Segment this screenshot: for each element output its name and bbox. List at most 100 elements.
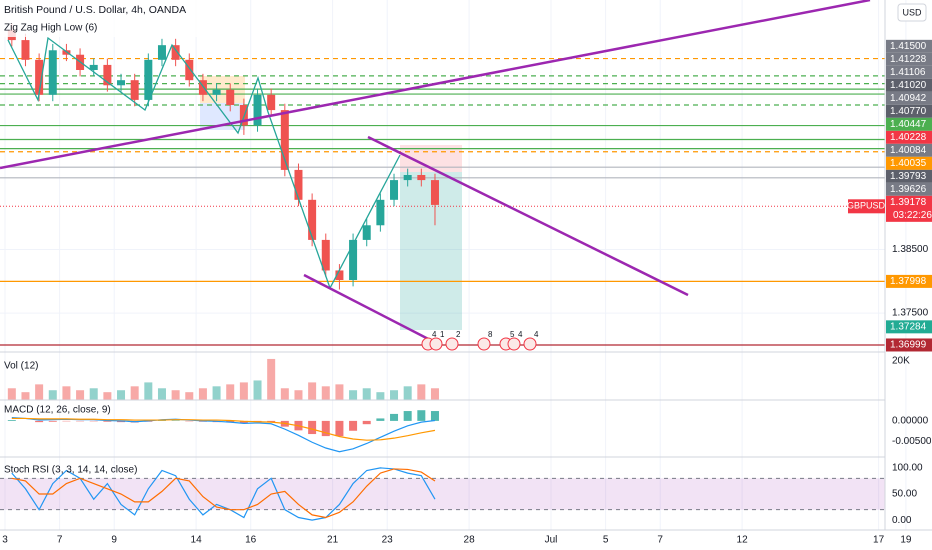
price-label-box	[886, 91, 932, 105]
candle-body	[308, 199, 317, 240]
pane-title: Vol (12)	[4, 361, 38, 372]
y-tick-label: 1.38500	[892, 244, 929, 255]
volume-bar	[403, 386, 412, 400]
price-label: 1.36999	[890, 340, 927, 351]
y-tick-label: 0.00	[892, 515, 912, 526]
price-label: 1.40770	[890, 106, 927, 117]
macd-histogram	[376, 418, 385, 421]
x-tick-label: 7	[657, 535, 663, 546]
x-tick-label: 5	[603, 535, 609, 546]
volume-bar	[7, 388, 16, 400]
event-icon	[445, 337, 459, 351]
volume-bar	[308, 382, 317, 400]
volume-bar	[62, 386, 71, 400]
event-icon	[429, 337, 443, 351]
legend-bg	[0, 0, 230, 37]
volume-bar	[35, 384, 44, 400]
volume-bar	[321, 386, 330, 400]
price-label-box	[886, 274, 932, 288]
volume-bar	[144, 382, 153, 400]
indicator-line	[11, 468, 436, 519]
macd-histogram	[48, 420, 57, 422]
x-tick-label: 17	[873, 535, 885, 546]
candle-body	[21, 40, 30, 60]
price-label-box	[886, 117, 932, 131]
macd-histogram	[335, 420, 344, 437]
price-label: 1.40447	[890, 119, 927, 130]
price-label: 1.41020	[890, 80, 927, 91]
volume-bar	[89, 388, 98, 400]
macd-histogram	[349, 420, 358, 431]
stoch-band	[0, 478, 885, 510]
y-tick-label: 20K	[892, 356, 910, 367]
price-label: 1.39793	[890, 171, 927, 182]
price-label-box	[886, 39, 932, 53]
macd-histogram	[403, 411, 412, 421]
event-icon	[477, 337, 491, 351]
macd-histogram	[117, 420, 126, 423]
event-icon	[507, 337, 521, 351]
symbol-label: GBPUSD	[847, 201, 886, 211]
event-icon	[523, 337, 537, 351]
x-tick-label: 12	[737, 535, 749, 546]
candle-body	[48, 50, 57, 95]
macd-histogram	[7, 420, 16, 421]
price-label: 1.41106	[890, 67, 926, 78]
macd-histogram	[321, 420, 330, 437]
price-label-box	[886, 104, 932, 118]
macd-histogram	[308, 420, 317, 435]
volume-bar	[349, 390, 358, 400]
volume-bar	[226, 384, 235, 400]
price-label-box	[886, 65, 932, 79]
pane-title: Stoch RSI (3, 3, 14, 14, close)	[4, 465, 137, 476]
candle-body	[376, 199, 385, 226]
volume-bar	[185, 392, 194, 400]
candle-body	[349, 239, 358, 280]
y-tick-label: -0.00500	[892, 436, 932, 447]
price-label-box	[886, 156, 932, 170]
candle-body	[103, 64, 112, 86]
indicator-line	[11, 467, 436, 521]
candle-body	[390, 180, 399, 200]
pane-title: MACD (12, 26, close, 9)	[4, 405, 111, 416]
volume-bar	[239, 382, 248, 400]
volume-bar	[198, 388, 207, 400]
y-tick-label: 0.00000	[892, 416, 929, 427]
x-tick-label: Jul	[545, 535, 558, 546]
x-tick-label: 3	[2, 535, 8, 546]
y-tick-label: 1.37500	[892, 308, 929, 319]
volume-bar	[21, 392, 30, 400]
symbol-box	[848, 199, 885, 214]
event-count: 1	[440, 330, 445, 339]
x-tick-label: 28	[464, 535, 476, 546]
candle-body	[89, 64, 98, 70]
candle-body	[267, 94, 276, 111]
event-count: 5	[510, 330, 515, 339]
macd-histogram	[362, 420, 371, 425]
zigzag	[7, 36, 401, 290]
currency-badge[interactable]	[897, 3, 927, 22]
candle-body	[144, 59, 153, 100]
x-tick-label: 7	[57, 535, 63, 546]
candle-body	[157, 45, 166, 60]
candle-body	[185, 59, 194, 81]
candle-body	[171, 45, 180, 60]
currency: USD	[902, 7, 922, 17]
candle-body	[212, 89, 221, 95]
trendline	[303, 273, 441, 347]
x-tick-label: 16	[245, 535, 257, 546]
volume-bar	[267, 358, 276, 400]
price-label: 1.37998	[890, 276, 927, 287]
price-label: 1.40228	[890, 132, 927, 143]
volume-bar	[294, 390, 303, 400]
volume-bar	[103, 392, 112, 400]
price-label: 1.40035	[890, 158, 927, 169]
symbol-title: British Pound / U.S. Dollar, 4h, OANDA	[4, 4, 186, 16]
countdown: 03:22:26	[893, 210, 932, 221]
candle-body	[403, 175, 412, 181]
price-label-box	[886, 195, 932, 222]
x-tick-label: 21	[327, 535, 339, 546]
price-label-box	[886, 78, 932, 92]
price-label: 1.41228	[890, 54, 927, 65]
